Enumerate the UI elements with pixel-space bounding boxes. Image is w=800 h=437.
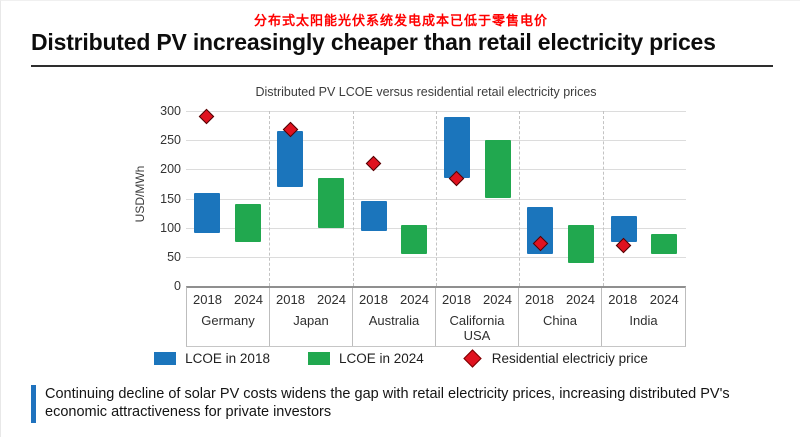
y-tick-label: 250	[160, 133, 181, 148]
year-label: 2018	[276, 292, 305, 307]
bar-lcoe-in-2018-germany	[193, 192, 220, 234]
country-label: California USA	[449, 313, 505, 343]
year-label: 2024	[400, 292, 429, 307]
country-label: India	[629, 313, 658, 328]
x-group-cell: 2018 2024 India	[602, 288, 685, 346]
bar-lcoe-in-2024-australia	[401, 224, 428, 254]
plot-area	[186, 109, 686, 286]
bar-lcoe-in-2024-california-usa	[484, 140, 511, 199]
y-tick-label: 100	[160, 220, 181, 235]
x-group-cell: 2018 2024 Australia	[353, 288, 436, 346]
year-label: 2024	[483, 292, 512, 307]
page-title: Distributed PV increasingly cheaper than…	[31, 29, 716, 55]
y-tick-label: 300	[160, 104, 181, 118]
x-axis-labels: 2018 2024 Germany 2018 2024 Japan 2018 2024 Aust…	[186, 286, 686, 347]
group-separator	[269, 111, 271, 286]
x-group-cell: 2018 2024 Japan	[270, 288, 353, 346]
chinese-subtitle: 分布式太阳能光伏系统发电成本已低于零售电价	[253, 13, 548, 28]
y-tick-label: 0	[174, 279, 181, 293]
group-separator	[602, 111, 604, 286]
callout: Continuing decline of solar PV costs wid…	[31, 385, 781, 423]
group-separator	[519, 111, 521, 286]
year-label: 2018	[442, 292, 471, 307]
x-group-cell: 2018 2024 Germany	[187, 288, 270, 346]
country-label: Australia	[368, 313, 420, 328]
bar-lcoe-in-2018-california-usa	[443, 116, 470, 179]
x-group-cell: 2018 2024 California USA	[436, 288, 519, 346]
legend-label: LCOE in 2024	[338, 351, 424, 366]
bar-legend-swatch	[154, 352, 177, 365]
year-label: 2018	[525, 292, 554, 307]
bar-lcoe-in-2024-japan	[318, 178, 344, 228]
year-label: 2018	[359, 292, 388, 307]
title-divider	[31, 65, 773, 67]
group-separator	[436, 111, 437, 286]
country-label: Japan	[293, 313, 329, 328]
year-label: 2018	[193, 292, 222, 307]
group-separator	[352, 111, 354, 286]
year-label: 2018	[608, 292, 638, 307]
bar-lcoe-in-2024-germany	[234, 204, 261, 243]
y-tick-label: 200	[160, 162, 181, 177]
year-label: 2024	[649, 292, 679, 307]
year-label: 2024	[317, 292, 346, 307]
legend-item: LCOE in 2018	[154, 351, 270, 366]
country-label: China	[543, 313, 577, 328]
legend-item: LCOE in 2024	[307, 351, 424, 366]
x-group-cell: 2018 2024 China	[519, 288, 602, 346]
chart-legend: LCOE in 2018 LCOE in 2024 Residential elec…	[1, 349, 800, 368]
bar-lcoe-in-2018-australia	[360, 201, 387, 231]
country-label: Germany	[201, 313, 255, 328]
chart-title: Distributed PV LCOE versus residential r…	[255, 85, 597, 99]
diamond-legend-icon	[463, 349, 482, 368]
y-tick-label: 150	[160, 191, 181, 206]
legend-item: Residential electriciy price	[462, 349, 648, 368]
bar-legend-swatch	[307, 352, 330, 365]
callout-accent-bar	[31, 385, 36, 423]
bar-lcoe-in-2018-japan	[277, 131, 304, 187]
legend-label: LCOE in 2018	[185, 351, 270, 366]
callout-text: Continuing decline of solar PV costs wid…	[45, 386, 730, 420]
bar-lcoe-in-2024-china	[568, 224, 594, 263]
year-label: 2024	[234, 292, 263, 307]
bar-lcoe-in-2024-india	[651, 233, 678, 254]
year-label: 2024	[566, 292, 595, 307]
y-tick-label: 50	[167, 249, 181, 264]
legend-label: Residential electriciy price	[491, 351, 648, 366]
